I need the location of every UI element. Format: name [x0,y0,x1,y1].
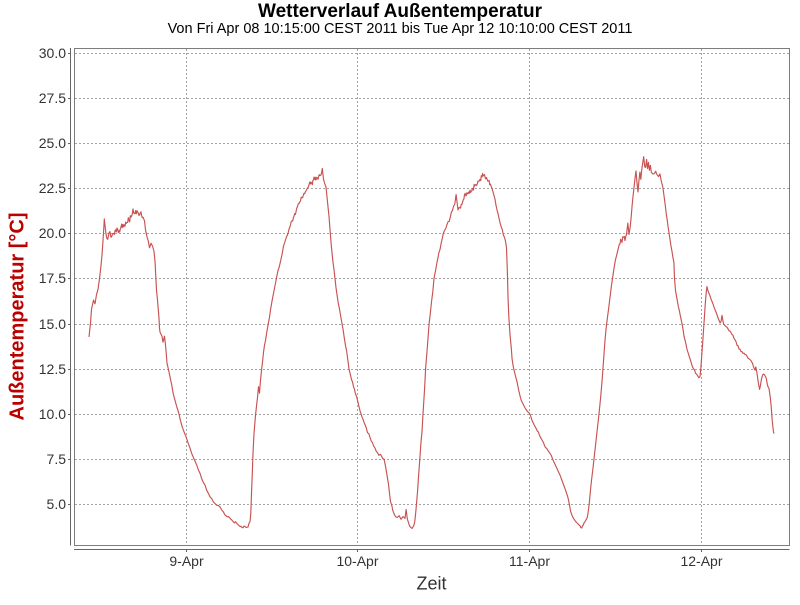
svg-text:10.0: 10.0 [39,406,66,422]
svg-text:Von Fri Apr 08 10:15:00 CEST 2: Von Fri Apr 08 10:15:00 CEST 2011 bis Tu… [168,21,633,37]
svg-text:30.0: 30.0 [39,45,66,61]
svg-text:7.5: 7.5 [47,451,67,467]
svg-text:9-Apr: 9-Apr [169,553,204,569]
svg-text:20.0: 20.0 [39,225,66,241]
svg-text:27.5: 27.5 [39,90,66,106]
svg-text:11-Apr: 11-Apr [509,553,550,569]
svg-text:12.5: 12.5 [39,361,66,377]
svg-text:17.5: 17.5 [39,270,66,286]
svg-text:Zeit: Zeit [416,574,446,594]
svg-text:5.0: 5.0 [47,496,67,512]
svg-text:10-Apr: 10-Apr [336,553,378,569]
svg-text:Außentemperatur [°C]: Außentemperatur [°C] [7,212,29,420]
svg-text:15.0: 15.0 [39,316,66,332]
svg-text:12-Apr: 12-Apr [680,553,722,569]
svg-text:25.0: 25.0 [39,135,66,151]
svg-text:Wetterverlauf Außentemperatur: Wetterverlauf Außentemperatur [258,1,543,22]
svg-text:22.5: 22.5 [39,180,66,196]
